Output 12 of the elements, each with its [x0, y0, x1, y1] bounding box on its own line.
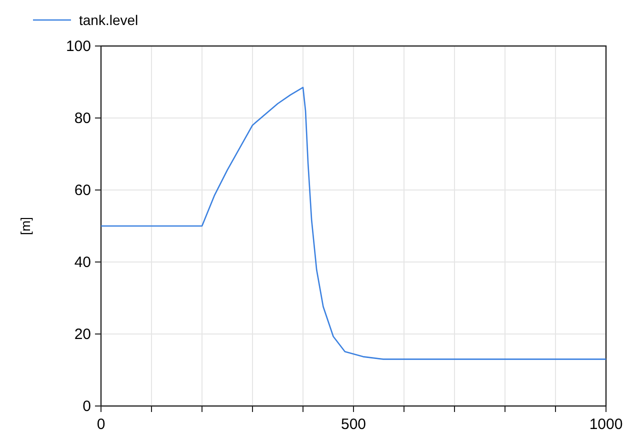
x-tick-label: 500: [340, 416, 366, 433]
y-tick-label: 100: [66, 38, 91, 55]
y-tick-label: 40: [74, 254, 91, 271]
y-tick-label: 20: [74, 326, 91, 343]
line-series: [100, 86, 607, 360]
y-tick-label: 60: [74, 182, 91, 199]
y-axis-title: [m]: [18, 216, 33, 236]
x-tick-label: 0: [96, 416, 106, 433]
x-tick-label: 1000: [589, 416, 623, 433]
y-tick-label: 0: [82, 398, 91, 415]
y-tick-label: 80: [74, 110, 91, 127]
legend-label: tank.level: [79, 12, 138, 28]
